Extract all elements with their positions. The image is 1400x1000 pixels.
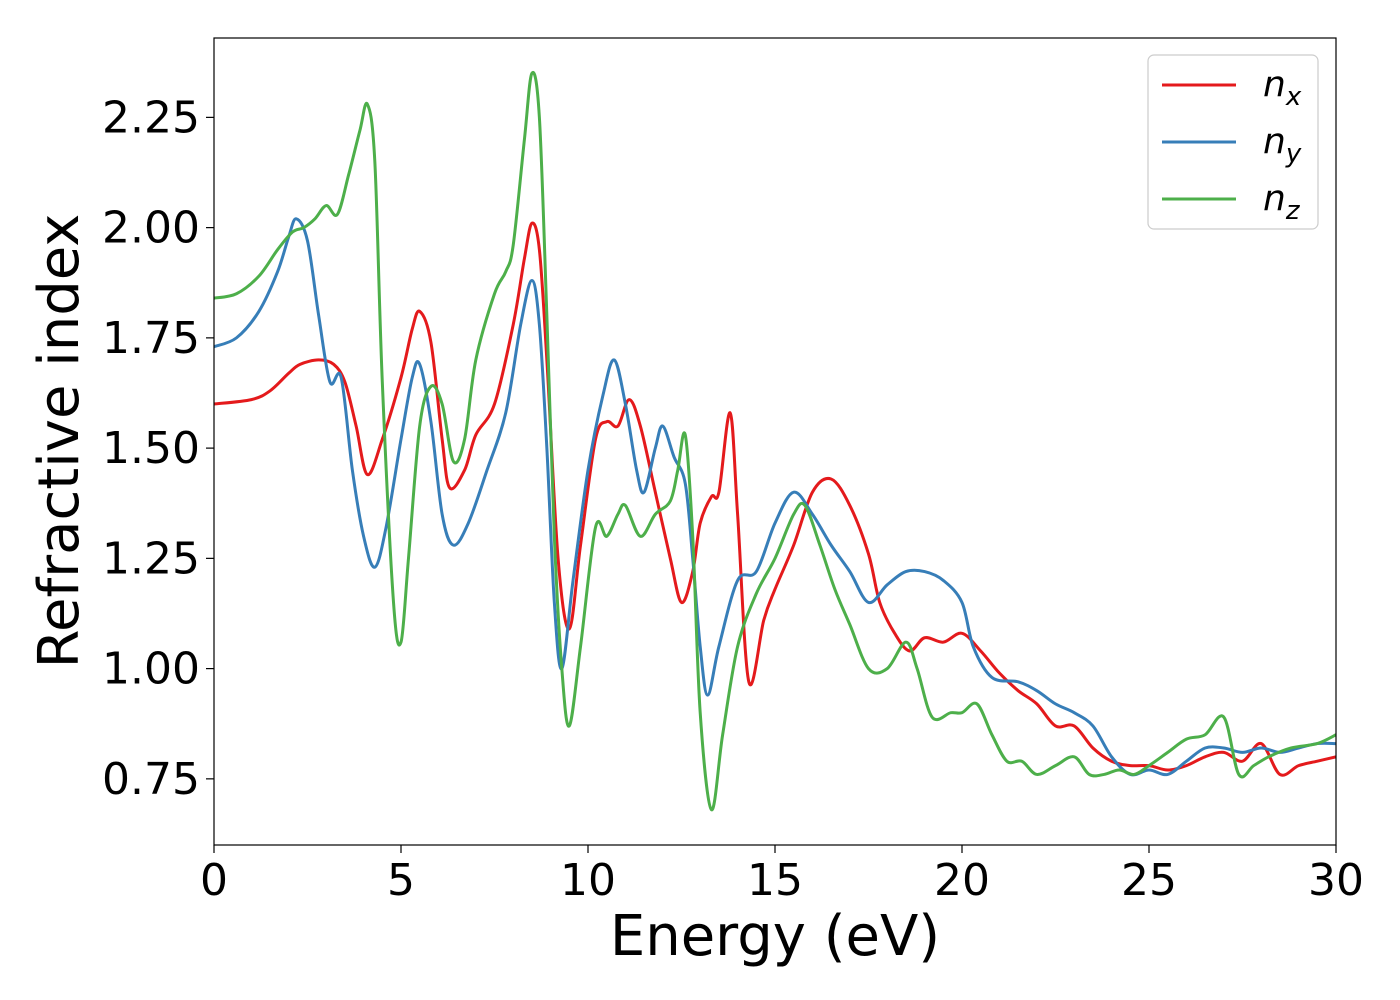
x-axis-label: Energy (eV)	[610, 904, 940, 969]
legend-label-ny: ny	[1263, 121, 1302, 169]
x-tick-label: 30	[1308, 855, 1364, 906]
series-line-nz	[214, 70, 1336, 812]
y-tick-label: 2.25	[102, 92, 200, 143]
legend-label-nx: nx	[1263, 64, 1302, 112]
y-tick-label: 2.00	[102, 203, 200, 254]
y-tick-label: 1.00	[102, 644, 200, 695]
y-tick-label: 1.75	[102, 313, 200, 364]
y-tick-label: 0.75	[102, 754, 200, 805]
x-tick-label: 25	[1121, 855, 1177, 906]
x-tick-label: 15	[747, 855, 803, 906]
series-line-ny	[214, 217, 1336, 777]
legend: nx ny nz	[1147, 54, 1319, 230]
y-tick-label: 1.25	[102, 533, 200, 584]
series-line-nx	[214, 221, 1336, 777]
x-axis: 0 5 10 15 20 25 30	[200, 845, 1364, 906]
legend-label-nz: nz	[1263, 178, 1301, 226]
series-layer	[214, 70, 1336, 812]
x-tick-label: 20	[934, 855, 990, 906]
y-axis-label: Refractive index	[27, 214, 92, 669]
x-tick-label: 0	[200, 855, 228, 906]
y-axis: 0.75 1.00 1.25 1.50 1.75 2.00 2.25	[102, 92, 214, 805]
x-tick-label: 5	[387, 855, 415, 906]
y-tick-label: 1.50	[102, 423, 200, 474]
x-tick-label: 10	[560, 855, 616, 906]
